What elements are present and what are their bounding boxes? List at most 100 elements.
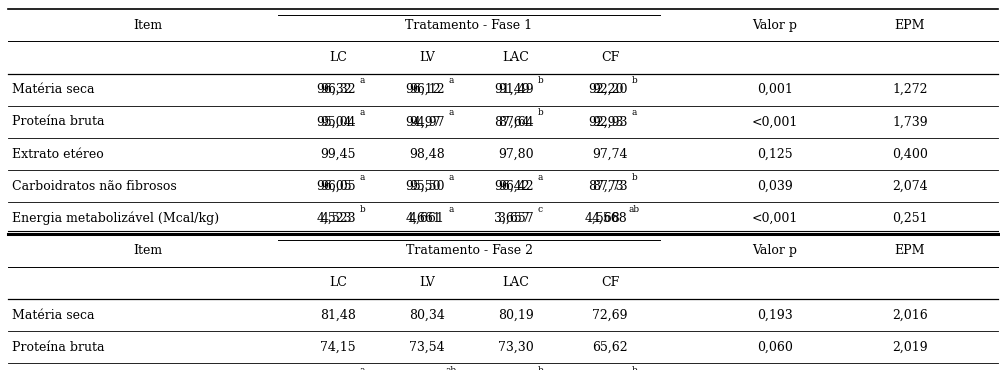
Text: 4,568: 4,568 [592, 212, 628, 225]
Text: 1,272: 1,272 [892, 83, 928, 96]
Text: b: b [359, 205, 365, 214]
Text: 73,30: 73,30 [498, 341, 534, 354]
Text: 0,125: 0,125 [757, 148, 793, 161]
Text: 3,657: 3,657 [498, 212, 534, 225]
Text: 4,568: 4,568 [585, 212, 620, 225]
Text: 97,80: 97,80 [498, 148, 534, 161]
Text: a: a [449, 205, 454, 214]
Text: b: b [537, 366, 543, 370]
Text: 95,04: 95,04 [316, 115, 352, 128]
Text: 65,62: 65,62 [592, 341, 628, 354]
Text: Proteína bruta: Proteína bruta [12, 115, 104, 128]
Text: b: b [537, 76, 543, 85]
Text: 0,039: 0,039 [757, 180, 793, 193]
Text: 91,49: 91,49 [498, 83, 534, 96]
Text: LV: LV [419, 51, 435, 64]
Text: b: b [631, 173, 637, 182]
Text: 80,19: 80,19 [498, 309, 534, 322]
Text: 99,45: 99,45 [320, 148, 356, 161]
Text: 97,74: 97,74 [592, 148, 628, 161]
Text: 2,019: 2,019 [892, 341, 928, 354]
Text: a: a [360, 366, 365, 370]
Text: 0,060: 0,060 [757, 341, 793, 354]
Text: a: a [360, 173, 365, 182]
Text: 96,05: 96,05 [316, 180, 352, 193]
Text: b: b [631, 76, 637, 85]
Text: 95,04: 95,04 [320, 115, 356, 128]
Text: 98,48: 98,48 [409, 148, 445, 161]
Text: 96,05: 96,05 [320, 180, 356, 193]
Text: 87,73: 87,73 [592, 180, 628, 193]
Text: 96,12: 96,12 [405, 83, 441, 96]
Text: Proteína bruta: Proteína bruta [12, 341, 104, 354]
Text: b: b [537, 108, 543, 117]
Text: Matéria seca: Matéria seca [12, 83, 94, 96]
Text: 0,400: 0,400 [892, 148, 928, 161]
Text: 92,20: 92,20 [592, 83, 628, 96]
Text: LC: LC [329, 276, 347, 289]
Text: 94,97: 94,97 [405, 115, 441, 128]
Text: CF: CF [601, 51, 619, 64]
Text: CF: CF [601, 276, 619, 289]
Text: a: a [449, 108, 454, 117]
Text: 96,42: 96,42 [494, 180, 530, 193]
Text: 72,69: 72,69 [592, 309, 628, 322]
Text: 87,64: 87,64 [494, 115, 530, 128]
Text: 3,657: 3,657 [494, 212, 530, 225]
Text: <0,001: <0,001 [752, 115, 798, 128]
Text: 87,64: 87,64 [498, 115, 534, 128]
Text: ab: ab [629, 205, 640, 214]
Text: Energia metabolizável (Mcal/kg): Energia metabolizável (Mcal/kg) [12, 212, 219, 225]
Text: 92,93: 92,93 [588, 115, 624, 128]
Text: Item: Item [133, 19, 163, 32]
Text: <0,001: <0,001 [752, 212, 798, 225]
Text: 80,34: 80,34 [409, 309, 445, 322]
Text: Valor p: Valor p [753, 244, 798, 257]
Text: 94,97: 94,97 [409, 115, 445, 128]
Text: c: c [538, 205, 543, 214]
Text: 2,074: 2,074 [892, 180, 928, 193]
Text: 74,15: 74,15 [320, 341, 356, 354]
Text: 81,48: 81,48 [320, 309, 356, 322]
Text: EPM: EPM [895, 244, 925, 257]
Text: Extrato etéreo: Extrato etéreo [12, 148, 104, 161]
Text: 92,20: 92,20 [588, 83, 624, 96]
Text: 73,54: 73,54 [409, 341, 445, 354]
Text: a: a [449, 173, 454, 182]
Text: Matéria seca: Matéria seca [12, 309, 94, 322]
Text: 87,73: 87,73 [588, 180, 624, 193]
Text: 2,016: 2,016 [892, 309, 928, 322]
Text: 96,12: 96,12 [409, 83, 445, 96]
Text: a: a [360, 108, 365, 117]
Text: 4,523: 4,523 [316, 212, 352, 225]
Text: LAC: LAC [503, 51, 529, 64]
Text: 4,661: 4,661 [409, 212, 445, 225]
Text: 96,32: 96,32 [316, 83, 352, 96]
Text: b: b [631, 366, 637, 370]
Text: LC: LC [329, 51, 347, 64]
Text: a: a [449, 76, 454, 85]
Text: Valor p: Valor p [753, 19, 798, 32]
Text: Item: Item [133, 244, 163, 257]
Text: 96,32: 96,32 [320, 83, 356, 96]
Text: 4,661: 4,661 [405, 212, 441, 225]
Text: 0,193: 0,193 [757, 309, 793, 322]
Text: a: a [632, 108, 637, 117]
Text: 96,42: 96,42 [498, 180, 534, 193]
Text: 1,739: 1,739 [892, 115, 928, 128]
Text: Carboidratos não fibrosos: Carboidratos não fibrosos [12, 180, 177, 193]
Text: 95,50: 95,50 [405, 180, 441, 193]
Text: 95,50: 95,50 [409, 180, 445, 193]
Text: ab: ab [446, 366, 457, 370]
Text: LV: LV [419, 276, 435, 289]
Text: 0,251: 0,251 [892, 212, 928, 225]
Text: EPM: EPM [895, 19, 925, 32]
Text: 91,49: 91,49 [494, 83, 530, 96]
Text: a: a [360, 76, 365, 85]
Text: 0,001: 0,001 [757, 83, 793, 96]
Text: Tratamento - Fase 2: Tratamento - Fase 2 [406, 244, 532, 257]
Text: 4,523: 4,523 [320, 212, 356, 225]
Text: LAC: LAC [503, 276, 529, 289]
Text: 92,93: 92,93 [592, 115, 628, 128]
Text: a: a [538, 173, 543, 182]
